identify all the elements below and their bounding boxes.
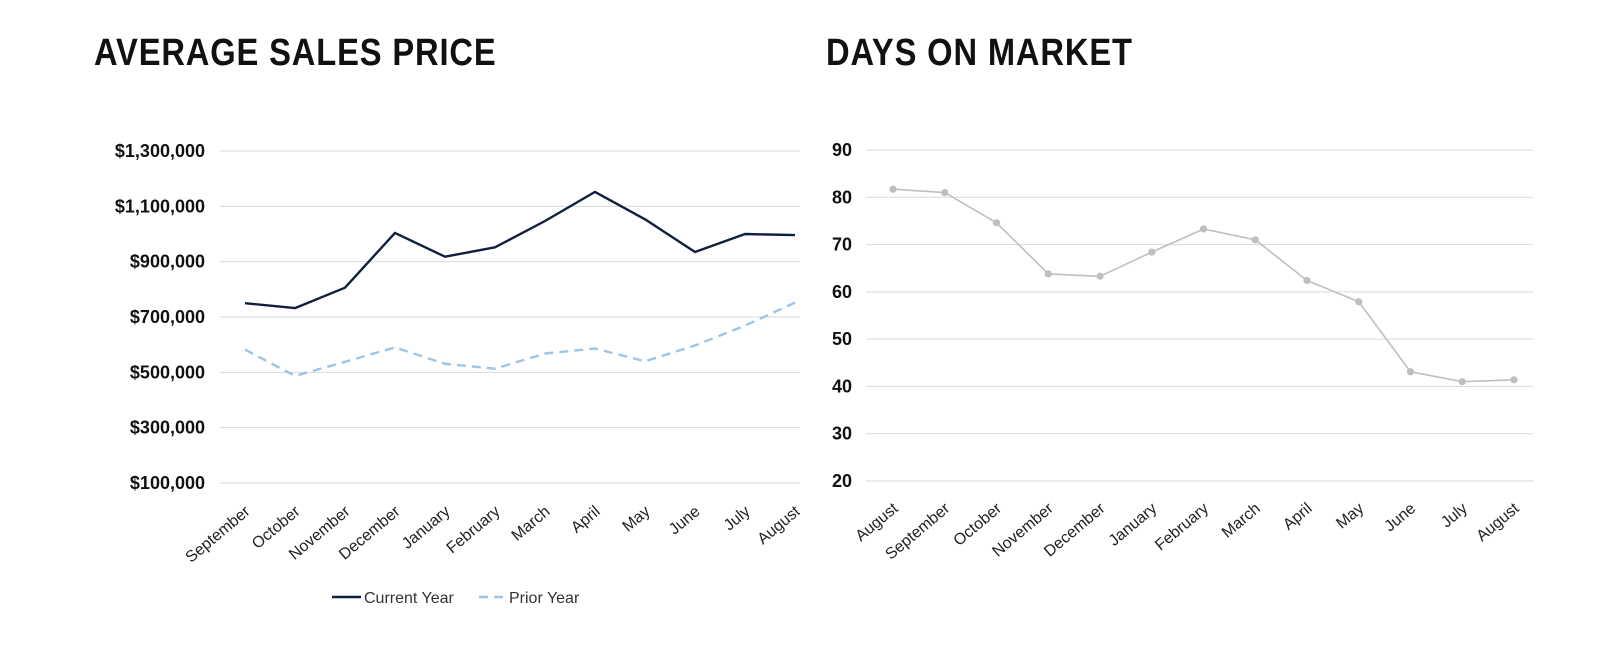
x-tick-label: April xyxy=(1280,500,1315,534)
data-point xyxy=(1044,270,1052,278)
data-point xyxy=(1303,276,1311,285)
x-tick-label: May xyxy=(619,503,653,535)
data-point xyxy=(941,188,949,197)
x-tick-label: July xyxy=(721,503,754,534)
x-tick-label: June xyxy=(666,503,704,538)
y-tick-label: 70 xyxy=(832,235,852,255)
x-tick-label: September xyxy=(183,503,254,567)
y-tick-label: 50 xyxy=(832,329,852,349)
chart-title-days-on-market: DAYS ON MARKET xyxy=(826,32,1133,74)
x-tick-label: June xyxy=(1382,500,1420,535)
series-line-primary xyxy=(244,190,796,310)
data-point xyxy=(1199,225,1208,233)
x-tick-label: January xyxy=(1106,500,1161,550)
x-tick-label: October xyxy=(951,500,1006,550)
data-point xyxy=(1096,272,1104,280)
chart-title-average-sales-price: AVERAGE SALES PRICE xyxy=(94,32,497,74)
y-tick-label: 40 xyxy=(832,376,852,396)
x-tick-label: February xyxy=(444,503,504,557)
x-tick-label: August xyxy=(852,500,902,545)
x-tick-label: May xyxy=(1333,500,1367,532)
average-sales-price-chart: $100,000 $300,000 $500,000 $700,000 $900,000… xyxy=(115,141,800,607)
series-line-secondary xyxy=(244,301,796,378)
x-tick-label: August xyxy=(1473,500,1523,545)
series-line-primary xyxy=(892,188,1515,383)
x-tick-label: September xyxy=(882,500,953,564)
x-tick-label: December xyxy=(1041,500,1109,561)
data-point xyxy=(889,185,897,193)
x-tick-label: November xyxy=(989,500,1057,561)
y-tick-label: $900,000 xyxy=(130,252,205,272)
data-point xyxy=(1458,378,1466,386)
x-tick-label: July xyxy=(1438,500,1471,531)
legend-label-prior-year: Prior Year xyxy=(509,590,580,607)
x-tick-label: March xyxy=(509,503,554,545)
x-tick-label: February xyxy=(1152,500,1212,554)
data-point xyxy=(1355,298,1363,306)
y-tick-label: $300,000 xyxy=(130,418,205,438)
data-point xyxy=(1406,368,1415,376)
y-tick-label: 80 xyxy=(832,187,852,207)
data-point xyxy=(992,219,1001,227)
x-tick-label: April xyxy=(568,503,603,537)
y-tick-label: $500,000 xyxy=(130,362,205,382)
legend-label-current-year: Current Year xyxy=(364,590,455,607)
data-point xyxy=(1251,236,1259,244)
y-tick-label: 90 xyxy=(832,140,852,160)
y-tick-label: $700,000 xyxy=(130,307,205,327)
data-point xyxy=(1148,248,1156,256)
x-tick-label: March xyxy=(1219,500,1264,542)
y-tick-label: 20 xyxy=(832,471,852,491)
data-point xyxy=(1510,376,1518,384)
y-tick-label: $1,300,000 xyxy=(115,141,205,161)
y-tick-label: 60 xyxy=(832,282,852,302)
x-tick-label: August xyxy=(754,503,800,548)
y-tick-label: $100,000 xyxy=(130,473,205,493)
y-tick-label: 30 xyxy=(832,424,852,444)
y-tick-label: $1,100,000 xyxy=(115,196,205,216)
